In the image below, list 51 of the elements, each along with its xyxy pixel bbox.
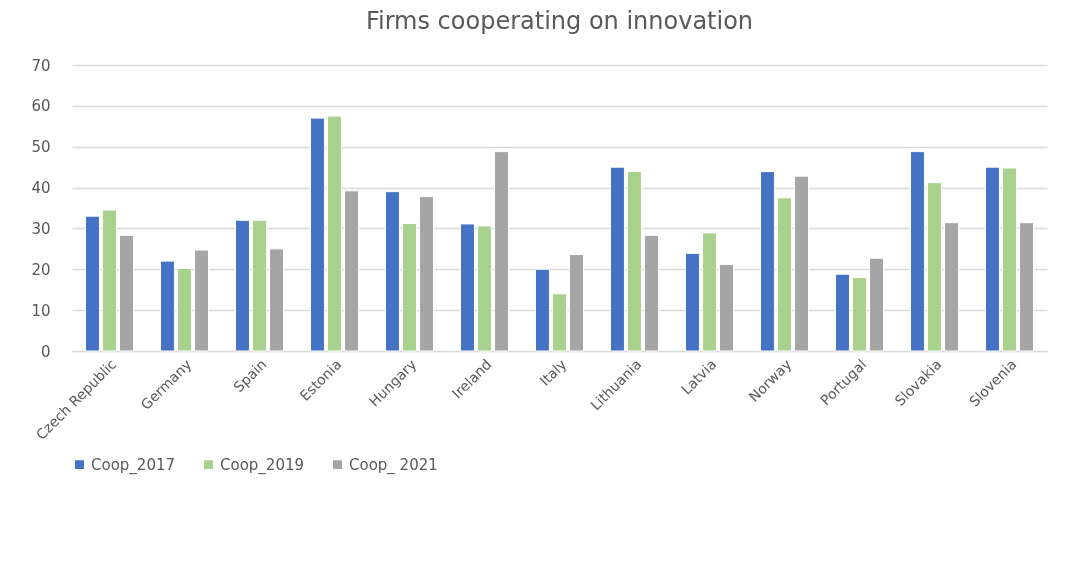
y-tick-label: 50 bbox=[31, 138, 51, 157]
bar bbox=[419, 196, 434, 352]
bar bbox=[85, 215, 100, 352]
bar bbox=[102, 209, 117, 352]
bar bbox=[869, 257, 884, 352]
bar bbox=[685, 252, 700, 352]
bar bbox=[944, 222, 959, 352]
bar bbox=[1002, 167, 1017, 352]
bar bbox=[852, 276, 867, 352]
bar bbox=[760, 171, 775, 352]
bar bbox=[477, 225, 492, 352]
bar bbox=[252, 219, 267, 352]
bar bbox=[610, 166, 625, 352]
legend-label: Coop_2017 bbox=[91, 455, 176, 475]
bar bbox=[160, 260, 175, 352]
bar bbox=[719, 263, 734, 352]
bar bbox=[794, 175, 809, 352]
bar bbox=[402, 223, 417, 352]
bar bbox=[344, 190, 359, 352]
bar bbox=[535, 268, 550, 352]
bar bbox=[235, 219, 250, 352]
bar bbox=[927, 182, 942, 352]
y-tick-label: 20 bbox=[31, 260, 51, 279]
bar bbox=[494, 151, 509, 352]
bar bbox=[910, 151, 925, 352]
bar bbox=[385, 191, 400, 352]
bar bbox=[269, 248, 284, 352]
bar bbox=[985, 166, 1000, 352]
y-tick-label: 10 bbox=[31, 301, 51, 320]
bar bbox=[835, 273, 850, 352]
bar bbox=[177, 267, 192, 352]
bar bbox=[1019, 222, 1034, 352]
y-tick-label: 60 bbox=[31, 97, 51, 116]
chart-title: Firms cooperating on innovation bbox=[365, 7, 754, 35]
bar bbox=[552, 293, 567, 352]
bar bbox=[627, 171, 642, 352]
legend-label: Coop_2019 bbox=[220, 455, 305, 475]
bar bbox=[194, 249, 209, 352]
bar bbox=[460, 223, 475, 352]
bar bbox=[569, 254, 584, 352]
bar bbox=[702, 232, 717, 352]
bar bbox=[777, 197, 792, 352]
y-tick-label: 30 bbox=[31, 219, 51, 238]
bar bbox=[119, 234, 134, 352]
legend-label: Coop_ 2021 bbox=[349, 455, 438, 475]
bar bbox=[644, 234, 659, 352]
bar bbox=[310, 117, 325, 352]
y-tick-label: 70 bbox=[31, 56, 51, 75]
bar bbox=[327, 115, 342, 352]
y-tick-label: 40 bbox=[31, 179, 51, 198]
y-tick-label: 0 bbox=[40, 342, 51, 361]
